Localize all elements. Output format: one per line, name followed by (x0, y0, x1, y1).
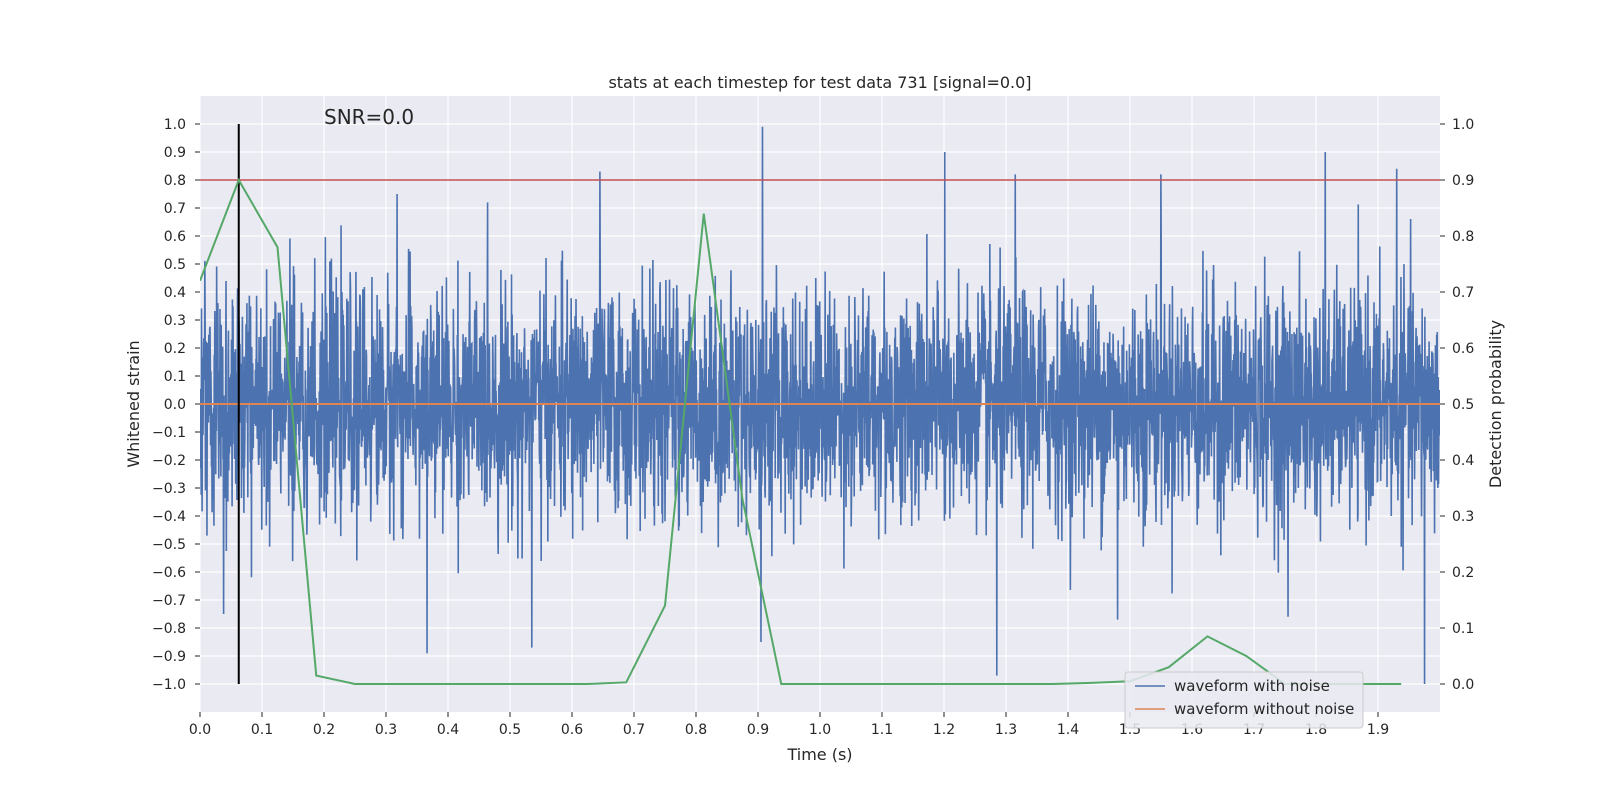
x-tick-label: 0.3 (375, 722, 397, 738)
y-tick-label: 0.5 (164, 257, 186, 273)
y-tick-label: 0.0 (164, 397, 186, 413)
y-tick-label: −0.2 (152, 453, 186, 469)
y-tick-label: −0.4 (152, 509, 186, 525)
y-tick-label: 0.4 (164, 285, 186, 301)
y-tick-label: −0.9 (152, 649, 186, 665)
legend: waveform with noise waveform without noi… (1124, 671, 1364, 729)
x-tick-label: 0.4 (437, 722, 459, 738)
y2-axis-label: Detection probability (1486, 320, 1505, 488)
x-tick-label: 0.8 (685, 722, 707, 738)
plot-area (200, 124, 1440, 685)
y-tick-label: −0.8 (152, 621, 186, 637)
y-tick-label: 0.2 (164, 341, 186, 357)
snr-annotation: SNR=0.0 (324, 105, 414, 129)
y-axis-label: Whitened strain (124, 340, 143, 467)
y2-tick-label: 0.9 (1452, 173, 1474, 189)
x-tick-label: 0.7 (623, 722, 645, 738)
y2-tick-label: 0.4 (1452, 453, 1474, 469)
y2-tick-label: 0.3 (1452, 509, 1474, 525)
y-tick-label: 0.1 (164, 369, 186, 385)
y-tick-label: −0.6 (152, 565, 186, 581)
x-tick-label: 1.3 (995, 722, 1017, 738)
x-tick-label: 0.0 (189, 722, 211, 738)
x-tick-label: 0.2 (313, 722, 335, 738)
legend-box (1124, 671, 1364, 729)
x-tick-label: 0.6 (561, 722, 583, 738)
x-tick-label: 0.1 (251, 722, 273, 738)
y-tick-label: 0.7 (164, 201, 186, 217)
y2-tick-label: 0.0 (1452, 677, 1474, 693)
legend-label-noise: waveform with noise (1174, 677, 1330, 695)
y2-tick-label: 0.5 (1452, 397, 1474, 413)
y-tick-label: −0.7 (152, 593, 186, 609)
x-tick-label: 1.0 (809, 722, 831, 738)
y2-tick-label: 0.2 (1452, 565, 1474, 581)
x-tick-label: 1.2 (933, 722, 955, 738)
y2-tick-label: 0.7 (1452, 285, 1474, 301)
x-tick-label: 0.9 (747, 722, 769, 738)
y2-tick-label: 0.8 (1452, 229, 1474, 245)
y2-tick-label: 0.6 (1452, 341, 1474, 357)
y-tick-label: 0.3 (164, 313, 186, 329)
y-tick-label: −0.3 (152, 481, 186, 497)
y2-tick-label: 0.1 (1452, 621, 1474, 637)
y-tick-label: 0.8 (164, 173, 186, 189)
y-tick-label: 0.9 (164, 145, 186, 161)
y-axis-ticks: 1.0 0.9 0.8 0.7 0.6 0.5 0.4 0.3 0.2 0.1 0.0 −0.1 −0.… (152, 117, 200, 693)
y-tick-label: −1.0 (152, 677, 186, 693)
y2-tick-label: 1.0 (1452, 117, 1474, 133)
x-tick-label: 1.1 (871, 722, 893, 738)
series-waveform-with-noise (200, 126, 1440, 685)
x-axis-label: Time (s) (786, 745, 852, 764)
y-tick-label: −0.1 (152, 425, 186, 441)
x-tick-label: 1.9 (1367, 722, 1389, 738)
legend-label-clean: waveform without noise (1174, 700, 1354, 718)
y-tick-label: 0.6 (164, 229, 186, 245)
y-tick-label: 1.0 (164, 117, 186, 133)
y2-axis-ticks: 1.0 0.9 0.8 0.7 0.6 0.5 0.4 0.3 0.2 0.1 0.0 (1440, 117, 1474, 693)
series-detection-probability (200, 177, 1402, 685)
chart-title: stats at each timestep for test data 731… (608, 73, 1031, 92)
x-axis-ticks: 0.0 0.1 0.2 0.3 0.4 0.5 0.6 0.7 0.8 0.9 1.0 1.1 1.2 1… (189, 712, 1389, 738)
x-tick-label: 1.4 (1057, 722, 1079, 738)
y-tick-label: −0.5 (152, 537, 186, 553)
x-tick-label: 0.5 (499, 722, 521, 738)
